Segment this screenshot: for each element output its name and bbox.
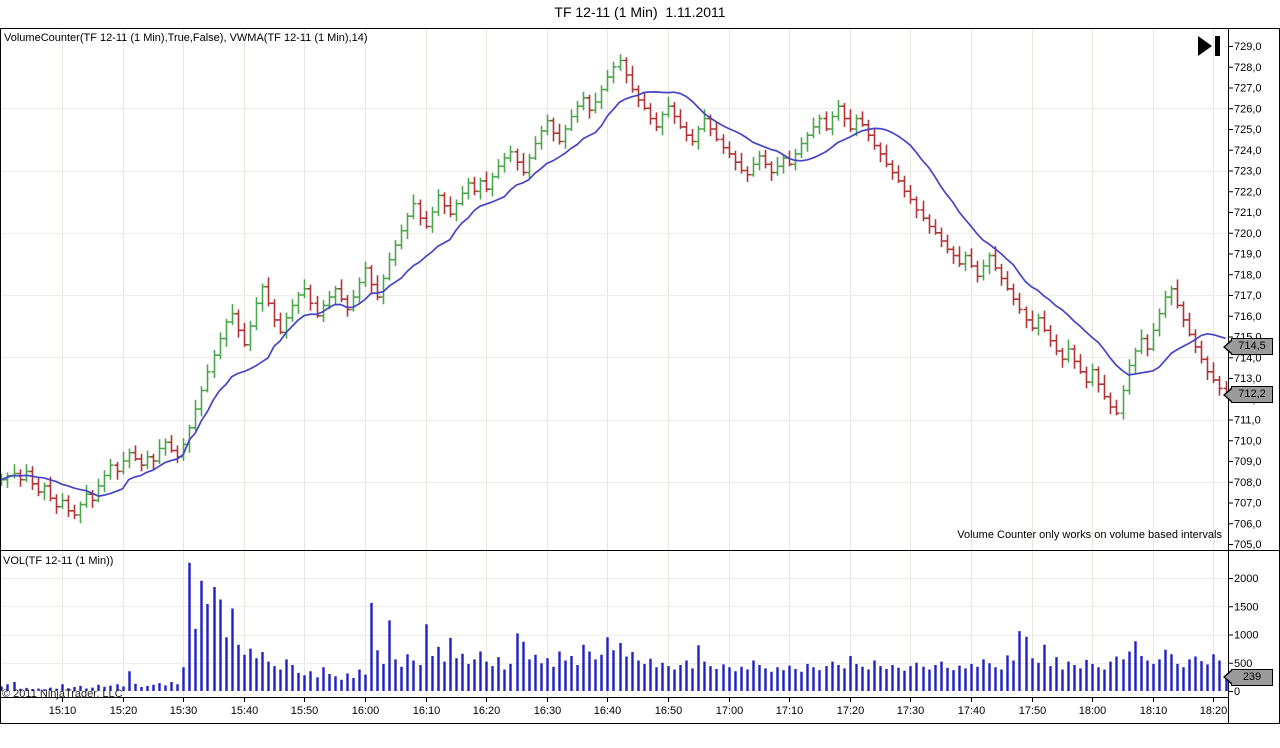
price-axis-label: 705,0	[1234, 539, 1262, 551]
price-axis-label: 719,0	[1234, 249, 1262, 261]
price-axis-label: 708,0	[1234, 477, 1262, 489]
time-axis-label: 15:10	[49, 705, 77, 717]
price-axis-label: 713,0	[1234, 373, 1262, 385]
last-volume-marker: 239	[1231, 668, 1273, 686]
price-axis-label: 728,0	[1234, 62, 1262, 74]
time-axis-label: 18:00	[1079, 705, 1107, 717]
time-axis-label: 15:30	[170, 705, 198, 717]
time-axis-label: 17:50	[1019, 705, 1047, 717]
volume-axis-label: 2000	[1234, 573, 1258, 585]
chart-title: TF 12-11 (1 Min) 1.11.2011	[554, 4, 726, 20]
price-axis-label: 729,0	[1234, 41, 1262, 53]
vwma-line	[1, 91, 1226, 497]
price-axis-label: 725,0	[1234, 124, 1262, 136]
go-to-last-bar-icon[interactable]	[1196, 35, 1222, 57]
time-axis-label: 17:10	[776, 705, 804, 717]
time-axis-label: 15:20	[110, 705, 138, 717]
price-axis-label: 711,0	[1234, 415, 1261, 427]
volume-axis-label: 0	[1234, 686, 1240, 698]
price-axis-label: 706,0	[1234, 518, 1262, 530]
time-axis-label: 16:20	[473, 705, 501, 717]
copyright-text: © 2011 NinjaTrader, LLC	[2, 688, 123, 700]
time-axis-label: 16:50	[655, 705, 683, 717]
price-axis-label: 710,0	[1234, 435, 1262, 447]
price-axis-label: 727,0	[1234, 83, 1262, 95]
down-price-bars	[17, 57, 1230, 520]
volume-axis-label: 1500	[1234, 601, 1258, 613]
price-axis-label: 722,0	[1234, 186, 1262, 198]
price-axis-label: 717,0	[1234, 290, 1262, 302]
time-axis-label: 16:10	[413, 705, 441, 717]
last-price-marker: 712,2	[1231, 386, 1273, 404]
time-axis-label: 18:20	[1200, 705, 1228, 717]
price-axis-label: 707,0	[1234, 498, 1262, 510]
price-axis-label: 726,0	[1234, 103, 1262, 115]
time-axis-label: 16:00	[352, 705, 380, 717]
volume-bars	[0, 562, 1228, 691]
price-axis-label: 716,0	[1234, 311, 1262, 323]
volume-axis-label: 500	[1234, 658, 1252, 670]
time-axis-label: 17:30	[897, 705, 925, 717]
time-axis-label: 16:40	[594, 705, 622, 717]
vwma-price-marker: 714,5	[1231, 338, 1273, 356]
time-axis-label: 17:40	[958, 705, 986, 717]
price-axis-label: 721,0	[1234, 207, 1262, 219]
time-axis-label: 17:00	[716, 705, 744, 717]
time-axis-label: 15:50	[291, 705, 319, 717]
volume-axis-label: 1000	[1234, 630, 1258, 642]
price-axis-label: 720,0	[1234, 228, 1262, 240]
time-axis-label: 16:30	[534, 705, 562, 717]
time-axis-label: 17:20	[837, 705, 865, 717]
volume-counter-note: Volume Counter only works on volume base…	[957, 529, 1222, 541]
up-price-bars	[0, 54, 1175, 524]
time-axis-label: 15:40	[231, 705, 259, 717]
time-axis-label: 18:10	[1140, 705, 1168, 717]
price-axis-label: 724,0	[1234, 145, 1262, 157]
indicator-legend-label: VolumeCounter(TF 12-11 (1 Min),True,Fals…	[4, 32, 368, 44]
price-axis-label: 723,0	[1234, 166, 1262, 178]
volume-indicator-label: VOL(TF 12-11 (1 Min))	[3, 555, 114, 567]
price-axis-label: 718,0	[1234, 269, 1262, 281]
price-axis-label: 709,0	[1234, 456, 1262, 468]
